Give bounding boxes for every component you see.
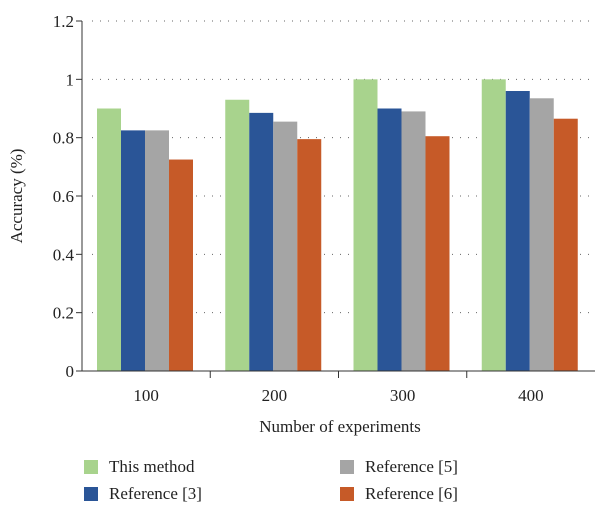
legend-swatch: [84, 487, 98, 501]
bar: [377, 108, 402, 371]
tick-labels: 0 0.2 0.4 0.6 0.8 1 1.2 100 200 300 400: [53, 12, 544, 405]
x-tick-label: 300: [390, 386, 416, 405]
y-tick-label: 1: [66, 70, 75, 89]
legend-swatch: [84, 460, 98, 474]
legend-swatch: [340, 460, 354, 474]
legend: This method Reference [3] Reference [5] Ref…: [84, 457, 458, 503]
y-tick-label: 0.4: [53, 245, 75, 264]
axes: [76, 20, 595, 378]
bar: [553, 118, 578, 371]
x-tick-label: 100: [133, 386, 159, 405]
y-tick-label: 0.2: [53, 304, 74, 323]
bar: [121, 130, 145, 371]
x-axis-title: Number of experiments: [259, 417, 420, 436]
legend-label: Reference [3]: [109, 484, 202, 503]
bar: [401, 111, 426, 372]
legend-label: This method: [109, 457, 195, 476]
bar: [97, 108, 121, 371]
bar: [273, 121, 298, 371]
bar: [145, 130, 169, 371]
y-tick-label: 1.2: [53, 12, 74, 31]
bar: [169, 159, 193, 371]
y-axis-title: Accuracy (%): [7, 149, 26, 244]
bar: [505, 91, 530, 371]
x-tick-label: 400: [518, 386, 544, 405]
y-tick-label: 0.8: [53, 129, 74, 148]
bar: [249, 112, 274, 371]
x-tick-label: 200: [262, 386, 288, 405]
legend-swatch: [340, 487, 354, 501]
y-tick-label: 0.6: [53, 187, 74, 206]
bar: [297, 139, 322, 371]
y-tick-label: 0: [66, 362, 75, 381]
bar: [225, 99, 250, 371]
bar: [529, 98, 554, 372]
bar: [481, 79, 506, 371]
legend-label: Reference [5]: [365, 457, 458, 476]
bar: [425, 136, 450, 371]
bar: [353, 79, 378, 371]
bars: [97, 79, 578, 372]
legend-label: Reference [6]: [365, 484, 458, 503]
grid: [92, 20, 590, 314]
